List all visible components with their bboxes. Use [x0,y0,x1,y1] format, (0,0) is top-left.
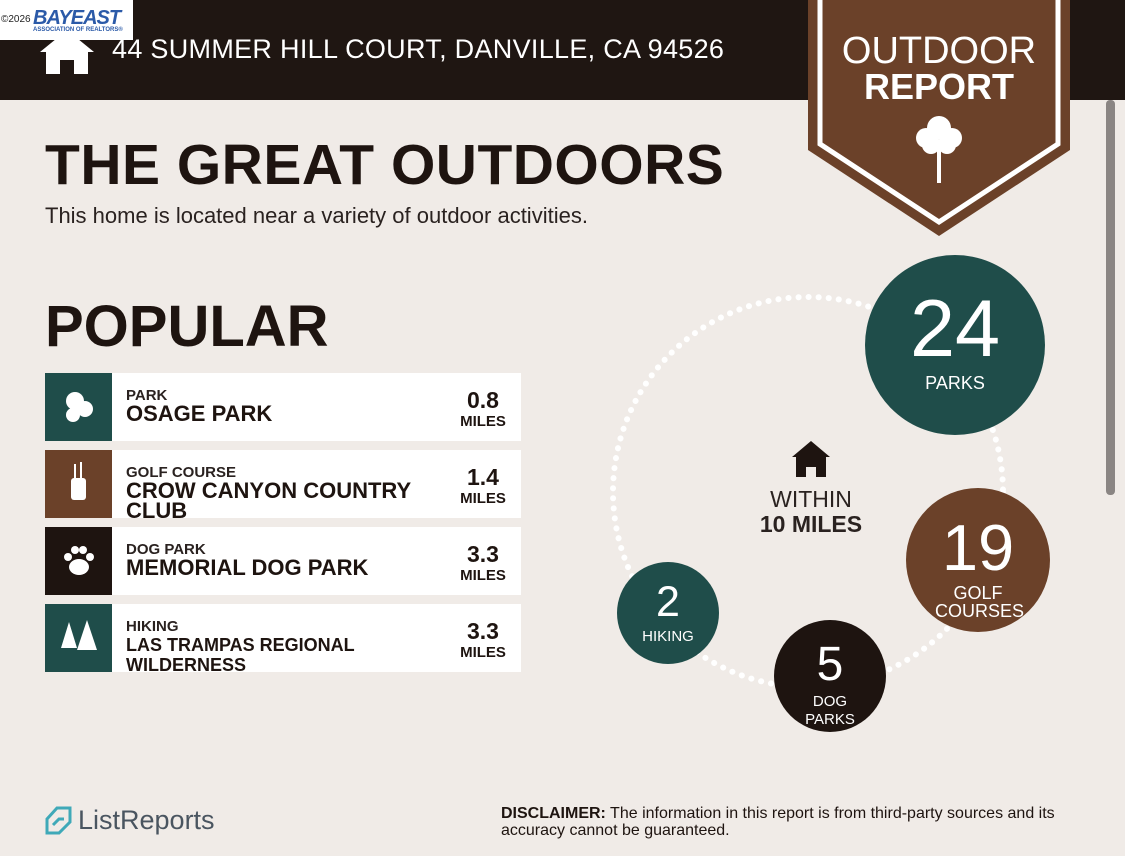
row-name: LAS TRAMPAS REGIONAL WILDERNESS [126,635,355,675]
count-label: GOLF COURSES [935,583,1025,622]
row-icon [45,450,112,518]
count-circle [906,488,1050,632]
row-icon [45,604,112,672]
count-number: 2 [656,578,680,627]
row-category: PARK [126,387,168,404]
title: THE GREAT OUTDOORS [45,133,725,197]
row-unit: MILES [460,644,506,661]
count-label: PARKS [925,373,985,394]
row-distance: 0.8 [467,387,499,413]
count-block: 5 DOG PARKS [774,641,886,729]
row-unit: MILES [460,413,506,430]
count-circle [865,255,1045,435]
logo-brand: BAYEAST [33,7,121,29]
row-name: CROW CANYON COUNTRY CLUB [126,478,411,523]
row-name: OSAGE PARK [126,401,273,426]
count-block: 19 GOLF COURSES [906,515,1050,620]
section-title: POPULAR [45,294,329,359]
logo-tagline: ASSOCIATION OF REALTORS® [33,27,123,33]
subtitle: This home is located near a variety of o… [45,203,588,228]
activity-icon [64,546,94,575]
popular-row: DOG PARK MEMORIAL DOG PARK 3.3 MILES [45,527,521,595]
row-distance: 3.3 [467,618,499,644]
badge-line: OUTDOOR [841,30,1037,72]
count-block: 2 HIKING [617,581,719,646]
count-circle [774,620,886,732]
row-icon [45,527,112,595]
count-label: HIKING [642,628,694,646]
within-label: WITHIN [770,486,852,512]
copyright: ©2026 [1,14,31,25]
scrollbar[interactable] [1106,100,1115,495]
count-block: 24 PARKS [865,284,1045,394]
count-label: DOG PARKS [805,693,855,729]
activity-icon [71,462,86,500]
badge-line: REPORT [863,66,1014,107]
home-icon [40,30,94,74]
row-distance: 3.3 [467,541,499,567]
count-circle [617,562,719,664]
popular-row: GOLF COURSE CROW CANYON COUNTRY CLUB 1.4 MI… [45,450,521,523]
row-category: DOG PARK [126,541,206,558]
address: 44 SUMMER HILL COURT, DANVILLE, CA 94526 [112,34,725,64]
row-name: MEMORIAL DOG PARK [126,555,369,580]
count-number: 5 [816,638,844,692]
activity-icon [66,392,93,422]
footer-brand: ListReports [78,805,215,835]
popular-row: HIKING LAS TRAMPAS REGIONAL WILDERNESS 3.3… [45,604,521,675]
row-icon [45,373,112,441]
disclaimer-label: DISCLAIMER: [501,805,606,822]
row-unit: MILES [460,567,506,584]
count-number: 19 [941,511,1015,585]
row-unit: MILES [460,490,506,507]
popular-row: PARK OSAGE PARK 0.8 MILES [45,373,521,441]
badge [808,0,1070,236]
activity-icon [61,620,97,650]
logo-box [0,0,133,40]
row-category: GOLF COURSE [126,464,237,481]
disclaimer-text: The information in this report is from t… [501,805,1055,839]
row-distance: 1.4 [467,464,499,490]
radius-label: 10 MILES [759,511,863,537]
count-number: 24 [909,284,1001,375]
listreports-icon [45,806,72,835]
disclaimer: DISCLAIMER: The information in this repo… [501,805,1101,839]
row-category: HIKING [126,618,179,635]
